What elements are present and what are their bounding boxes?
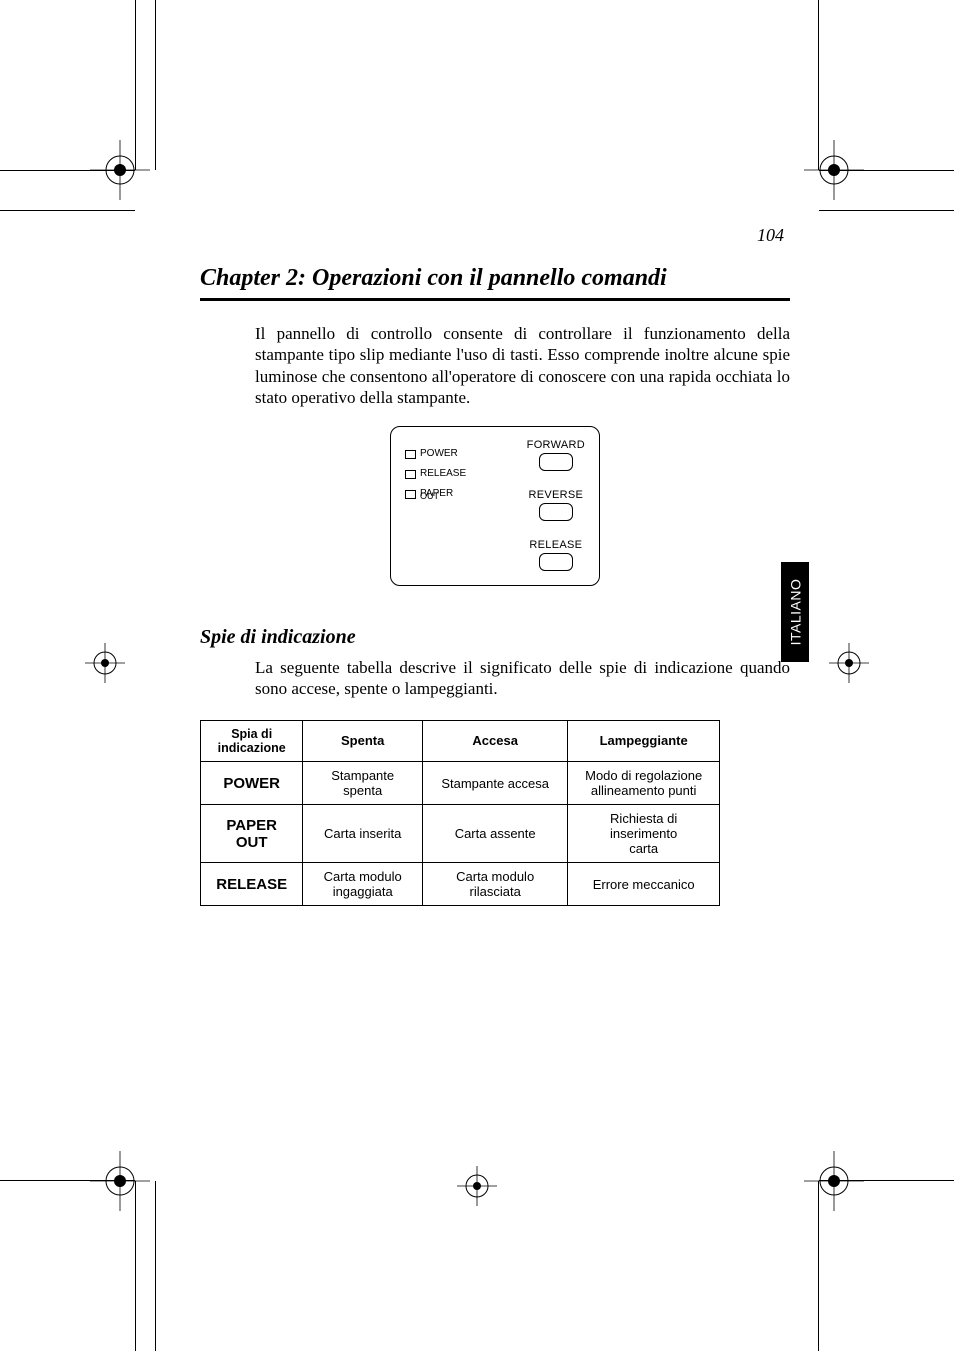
chapter-title: Chapter 2: Operazioni con il pannello co… xyxy=(200,265,790,301)
page-content: Chapter 2: Operazioni con il pannello co… xyxy=(200,225,790,906)
led-power: POWER xyxy=(405,449,466,459)
page-root: 104 ITALIANO Chapter 2: Operazioni con i… xyxy=(0,0,954,1351)
crop-line xyxy=(155,1181,156,1351)
cell: Carta inserita xyxy=(303,805,423,863)
led-box-icon xyxy=(405,450,416,459)
crop-line xyxy=(819,1180,954,1181)
intro-paragraph: Il pannello di controllo consente di con… xyxy=(255,323,790,408)
table-header-spenta: Spenta xyxy=(303,720,423,762)
button-shape-icon xyxy=(539,503,573,521)
crop-line xyxy=(0,210,135,211)
cell: Carta moduloingaggiata xyxy=(303,863,423,906)
led-release: RELEASE xyxy=(405,469,466,479)
section-heading: Spie di indicazione xyxy=(200,626,790,649)
cell: Carta assente xyxy=(423,805,568,863)
row-name-release: RELEASE xyxy=(201,863,303,906)
crop-line xyxy=(818,1181,819,1351)
cell: Stampante spenta xyxy=(303,762,423,805)
reg-mark-bottom-left xyxy=(90,1151,150,1211)
button-forward-label: FORWARD xyxy=(527,439,585,451)
cell: Richiesta di inserimentocarta xyxy=(568,805,720,863)
indicator-table: Spia diindicazione Spenta Accesa Lampegg… xyxy=(200,720,720,907)
crop-line xyxy=(0,1180,135,1181)
button-release-label: RELEASE xyxy=(529,539,582,551)
led-box-icon xyxy=(405,490,416,499)
row-name-power: POWER xyxy=(201,762,303,805)
button-shape-icon xyxy=(539,553,573,571)
button-shape-icon xyxy=(539,453,573,471)
control-panel-diagram: POWER RELEASE PAPER OUT xyxy=(390,426,600,586)
led-column: POWER RELEASE PAPER OUT xyxy=(405,449,466,501)
reg-mark-mid-bottom xyxy=(452,1161,502,1211)
led-power-label: POWER xyxy=(420,449,458,459)
crop-line xyxy=(135,1181,136,1351)
reg-mark-mid-left xyxy=(80,638,130,688)
table-header-row: Spia diindicazione Spenta Accesa Lampegg… xyxy=(201,720,720,762)
cell: Modo di regolazioneallineamento punti xyxy=(568,762,720,805)
table-header-lampeggiante: Lampeggiante xyxy=(568,720,720,762)
row-name-paperout: PAPER OUT xyxy=(201,805,303,863)
crop-line xyxy=(819,210,954,211)
crop-line xyxy=(818,0,819,170)
button-reverse: REVERSE xyxy=(528,489,583,521)
led-release-label: RELEASE xyxy=(420,469,466,479)
section-paragraph: La seguente tabella descrive il signific… xyxy=(255,657,790,700)
table-row: RELEASE Carta moduloingaggiata Carta mod… xyxy=(201,863,720,906)
led-box-icon xyxy=(405,470,416,479)
button-column: FORWARD REVERSE RELEASE xyxy=(527,439,585,571)
button-reverse-label: REVERSE xyxy=(528,489,583,501)
reg-mark-bottom-right xyxy=(804,1151,864,1211)
cell: Carta modulo rilasciata xyxy=(423,863,568,906)
table-row: PAPER OUT Carta inserita Carta assente R… xyxy=(201,805,720,863)
button-release: RELEASE xyxy=(529,539,582,571)
cell: Stampante accesa xyxy=(423,762,568,805)
reg-mark-mid-right xyxy=(824,638,874,688)
button-forward: FORWARD xyxy=(527,439,585,471)
crop-line xyxy=(155,0,156,170)
crop-line xyxy=(819,170,954,171)
table-row: POWER Stampante spenta Stampante accesa … xyxy=(201,762,720,805)
crop-line xyxy=(0,170,135,171)
cell: Errore meccanico xyxy=(568,863,720,906)
crop-line xyxy=(135,0,136,170)
table-header-indicator: Spia diindicazione xyxy=(201,720,303,762)
table-header-accesa: Accesa xyxy=(423,720,568,762)
